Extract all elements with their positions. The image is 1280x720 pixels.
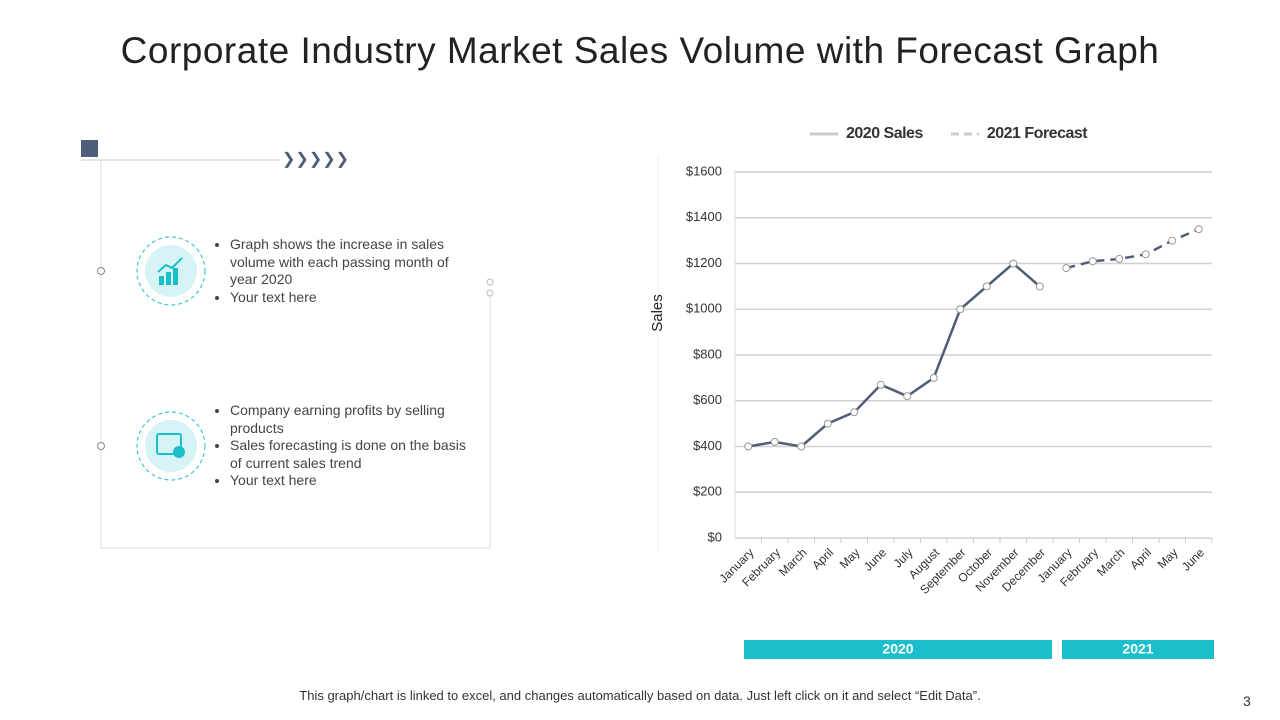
x-tick-label: June (1179, 545, 1208, 574)
text-block: Graph shows the increase in sales volume… (212, 236, 472, 306)
y-tick-label: $1600 (686, 163, 722, 178)
icon (173, 268, 178, 285)
y-tick-label: $600 (693, 392, 722, 407)
y-tick-label: $1400 (686, 209, 722, 224)
node (486, 278, 494, 286)
text-block: Company earning profits by selling produ… (212, 402, 472, 490)
group-band (744, 640, 1052, 659)
data-point (770, 437, 779, 446)
legend-label: 2020 Sales (846, 125, 923, 142)
x-tick-label: May (837, 545, 863, 571)
data-point (929, 373, 938, 382)
bullet-list: Graph shows the increase in sales volume… (212, 236, 472, 306)
group-label: 2020 (882, 641, 913, 657)
y-tick-label: $400 (693, 438, 722, 453)
icon-bg (145, 245, 197, 297)
data-point (903, 392, 912, 401)
bullet: Sales forecasting is done on the basis o… (230, 437, 472, 472)
y-tick-label: $800 (693, 346, 722, 361)
data-point (1088, 257, 1097, 266)
data-point (1009, 259, 1018, 268)
bullet-list: Company earning profits by selling produ… (212, 402, 472, 490)
icon-ring (136, 411, 206, 481)
slide-title: Corporate Industry Market Sales Volume w… (120, 30, 1160, 71)
y-tick-label: $0 (708, 529, 722, 544)
bullet: Company earning profits by selling produ… (230, 402, 472, 437)
bullet: Graph shows the increase in sales volume… (230, 236, 472, 289)
data-point (982, 282, 991, 291)
data-point (1062, 264, 1071, 273)
node (486, 289, 494, 297)
data-point (1168, 236, 1177, 245)
series-line (1065, 228, 1200, 270)
page-number: 3 (1243, 693, 1251, 709)
node (97, 442, 105, 450)
data-point (823, 419, 832, 428)
x-tick-label: May (1155, 545, 1181, 571)
data-point (956, 305, 965, 314)
bullet: Your text here (230, 472, 472, 490)
x-tick-label: March (776, 545, 809, 578)
data-point (1141, 250, 1150, 259)
group-label: 2021 (1122, 641, 1153, 657)
data-point (876, 380, 885, 389)
corner-square (81, 140, 98, 157)
y-tick-label: $1000 (686, 301, 722, 316)
series-line (748, 261, 1041, 448)
icon (157, 257, 183, 273)
y-tick-label: $1200 (686, 255, 722, 270)
group-band (1062, 640, 1214, 659)
icon-ring (136, 236, 206, 306)
y-axis-label: Sales (649, 294, 666, 332)
x-tick-label: April (809, 545, 836, 572)
x-tick-label: June (861, 545, 890, 574)
node (97, 267, 105, 275)
footnote: This graph/chart is linked to excel, and… (299, 688, 981, 703)
icon (159, 276, 164, 285)
icon-bg (145, 420, 197, 472)
data-point (797, 442, 806, 451)
data-point (850, 408, 859, 417)
x-tick-label: April (1127, 545, 1154, 572)
icon (173, 446, 185, 458)
x-tick-label: March (1094, 545, 1127, 578)
chevrons: ❯❯❯❯❯ (282, 151, 349, 168)
y-tick-label: $200 (693, 484, 722, 499)
legend-label: 2021 Forecast (987, 125, 1088, 142)
icon (166, 272, 171, 285)
bullet: Your text here (230, 289, 472, 307)
data-point (744, 442, 753, 451)
data-point (1035, 282, 1044, 291)
data-point (1194, 225, 1203, 234)
icon (156, 433, 182, 455)
data-point (1115, 254, 1124, 263)
